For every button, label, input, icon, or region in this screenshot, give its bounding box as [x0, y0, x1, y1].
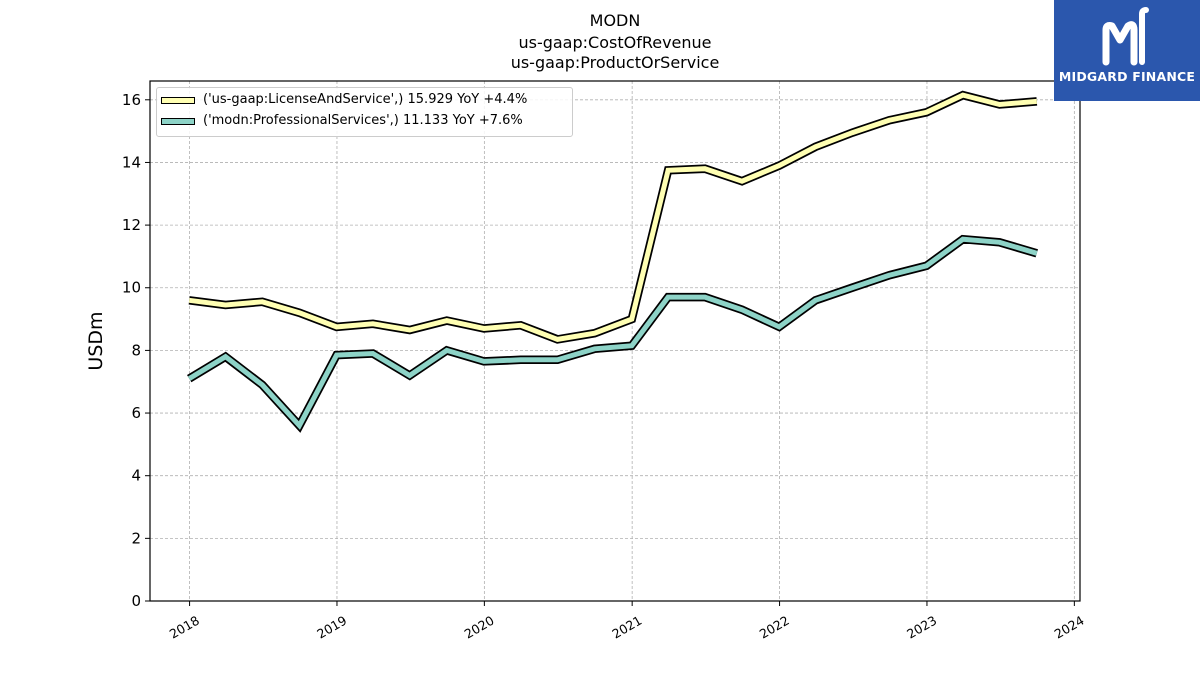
y-axis-label: USDm — [85, 311, 107, 370]
y-tick-label: 14 — [122, 153, 141, 171]
legend-item-professional: ('modn:ProfessionalServices',) 11.133 Yo… — [157, 112, 572, 132]
y-tick-label: 6 — [131, 404, 141, 422]
y-tick-label: 16 — [122, 91, 141, 109]
midgard-finance-logo: MIDGARD FINANCE — [1054, 0, 1200, 101]
legend-label-license: ('us-gaap:LicenseAndService',) 15.929 Yo… — [203, 92, 528, 107]
y-axis: 0 2 4 6 8 10 12 14 16 — [122, 91, 150, 610]
series-layer — [187, 90, 1039, 433]
logo-text: MIDGARD FINANCE — [1058, 69, 1196, 84]
x-tick-label: 2024 — [1052, 613, 1087, 642]
chart-title-concept: us-gaap:CostOfRevenue — [518, 33, 712, 52]
legend-item-license: ('us-gaap:LicenseAndService',) 15.929 Yo… — [157, 91, 572, 111]
y-tick-label: 0 — [131, 592, 141, 610]
plot-area-frame — [149, 80, 1081, 602]
legend-swatch-professional — [161, 118, 195, 125]
legend-label-professional: ('modn:ProfessionalServices',) 11.133 Yo… — [203, 113, 523, 128]
x-tick-label: 2019 — [314, 613, 349, 642]
y-tick-label: 4 — [131, 467, 141, 485]
x-tick-label: 2023 — [904, 613, 939, 642]
chart-title-ticker: MODN — [589, 11, 641, 30]
x-axis: 2018 2019 2020 2021 2022 2023 2024 — [167, 601, 1087, 642]
y-tick-label: 8 — [131, 341, 141, 359]
midgard-logo-icon — [1102, 7, 1149, 66]
y-tick-label: 12 — [122, 216, 141, 234]
legend-swatch-license — [161, 97, 195, 104]
chart-title-axis: us-gaap:ProductOrService — [510, 53, 720, 72]
series-line-1 — [187, 236, 1038, 430]
x-tick-label: 2020 — [462, 613, 497, 642]
series-line-0 — [188, 92, 1038, 342]
grid-lines — [150, 81, 1080, 602]
chart-legend: ('us-gaap:LicenseAndService',) 15.929 Yo… — [156, 87, 573, 137]
x-tick-label: 2018 — [167, 613, 202, 642]
y-tick-label: 2 — [131, 529, 141, 547]
x-tick-label: 2022 — [757, 613, 792, 642]
y-tick-label: 10 — [122, 279, 141, 297]
x-tick-label: 2021 — [609, 613, 644, 642]
